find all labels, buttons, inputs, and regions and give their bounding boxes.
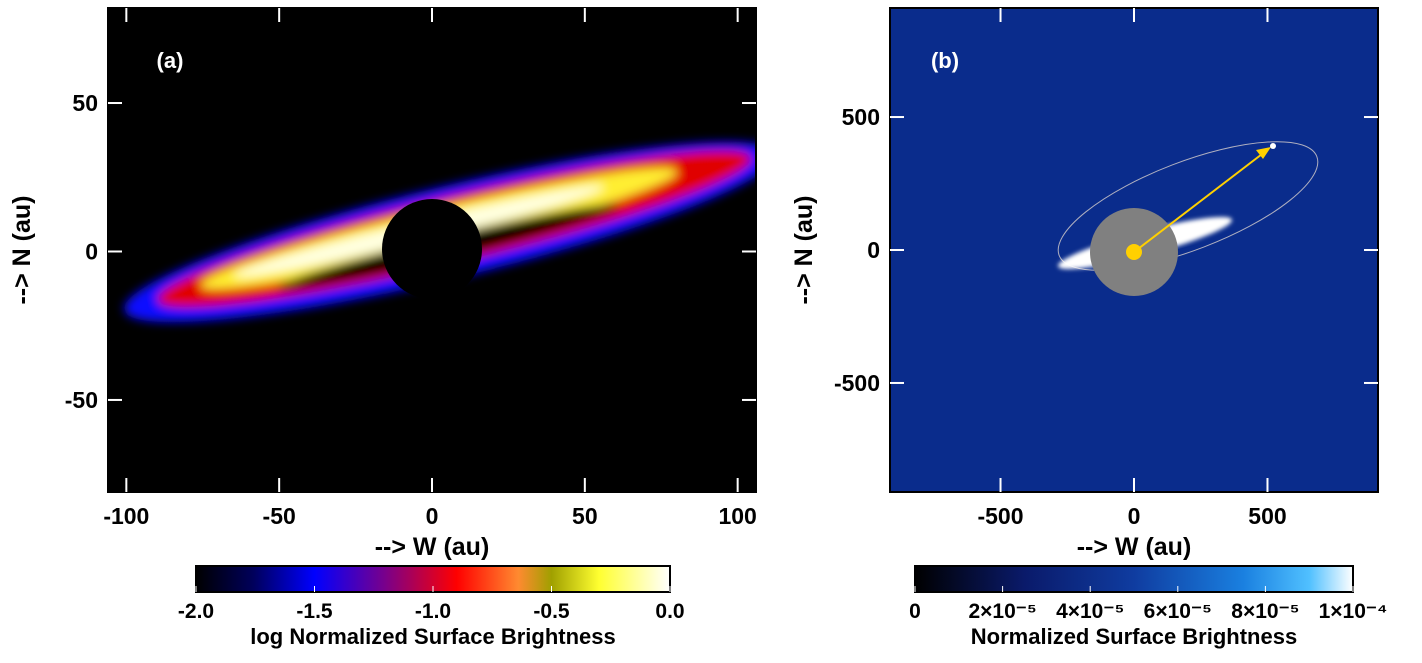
x-axis-label: --> W (au) (1077, 533, 1192, 561)
y-tick-label: 50 (72, 90, 98, 116)
colorbar-label: log Normalized Surface Brightness (250, 624, 616, 649)
colorbar-tick-label: 6×10⁻⁵ (1144, 600, 1212, 623)
y-tick-label: 0 (85, 238, 98, 264)
x-tick-label: 100 (718, 503, 756, 529)
colorbar-tick-label: 0 (909, 600, 921, 623)
colorbar-tick-label: 0.0 (655, 600, 684, 623)
x-tick-label: 500 (1248, 503, 1286, 529)
x-tick-label: -50 (263, 503, 296, 529)
colorbar-tick-label: 2×10⁻⁵ (968, 600, 1036, 623)
colorbar-tick-label: -0.5 (533, 600, 570, 623)
colorbar-tick-label: -1.0 (415, 600, 451, 623)
x-tick-label: 0 (1128, 503, 1141, 529)
panel-label: (a) (157, 48, 184, 73)
x-tick-label: 0 (426, 503, 439, 529)
colorbar-label: Normalized Surface Brightness (971, 624, 1297, 649)
colorbar-tick-label: -2.0 (178, 600, 214, 623)
y-axis-label: --> N (au) (790, 195, 818, 304)
x-tick-label: -100 (103, 503, 149, 529)
x-axis-label: --> W (au) (375, 533, 490, 561)
panel-label: (b) (931, 48, 959, 73)
colorbar (914, 565, 1354, 593)
y-tick-label: -500 (834, 370, 880, 396)
colorbar-tick-label: 8×10⁻⁵ (1231, 600, 1299, 623)
y-tick-label: -50 (65, 387, 98, 413)
image-a (108, 8, 756, 492)
colorbar-tick-label: 1×10⁻⁴ (1319, 600, 1388, 623)
y-tick-label: 0 (867, 237, 880, 263)
image-b (890, 8, 1378, 492)
x-tick-label: -500 (977, 503, 1023, 529)
colorbar-tick-label: 4×10⁻⁵ (1056, 600, 1124, 623)
y-axis-label: --> N (au) (8, 195, 36, 304)
y-tick-label: 500 (842, 104, 880, 130)
x-tick-label: 50 (572, 503, 598, 529)
colorbar-tick-label: -1.5 (296, 600, 333, 623)
